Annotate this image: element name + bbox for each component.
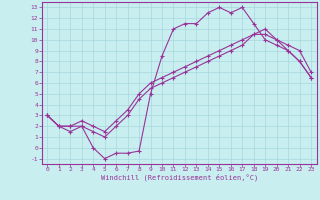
X-axis label: Windchill (Refroidissement éolien,°C): Windchill (Refroidissement éolien,°C) — [100, 174, 258, 181]
